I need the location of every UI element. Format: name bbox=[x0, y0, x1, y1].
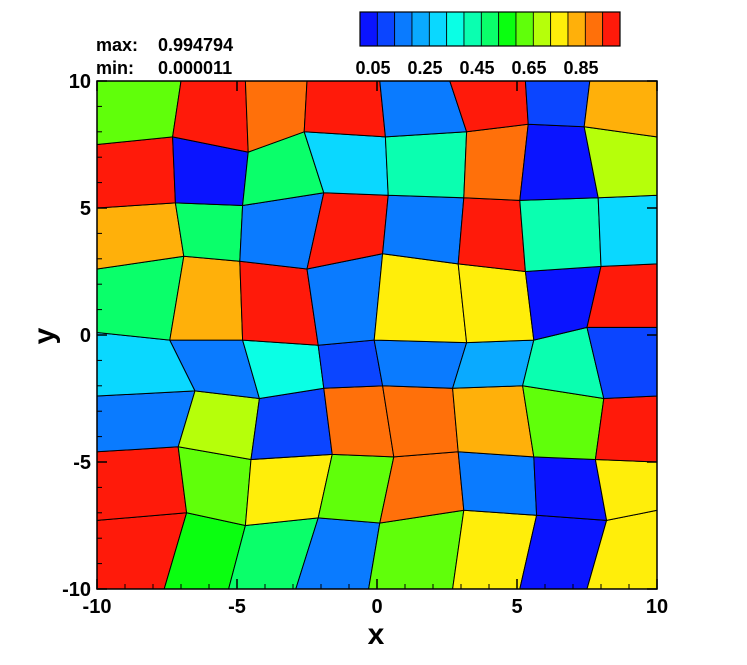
color-legend: 0.05 0.25 0.45 0.65 0.85 bbox=[355, 11, 621, 78]
mesh-cell bbox=[457, 263, 535, 344]
y-tick-label: 0 bbox=[80, 325, 91, 347]
mesh-cell bbox=[96, 136, 176, 209]
x-tick-label: -10 bbox=[83, 596, 112, 618]
mesh-plot bbox=[96, 80, 658, 590]
x-tick-label: 0 bbox=[371, 596, 382, 618]
mesh-cell bbox=[457, 197, 526, 273]
mesh-cell bbox=[96, 80, 182, 146]
legend-swatch bbox=[428, 11, 448, 47]
mesh-cell bbox=[373, 339, 468, 389]
mesh-cell bbox=[96, 255, 185, 341]
mesh-cell bbox=[250, 387, 333, 461]
y-tick-label: -5 bbox=[73, 452, 91, 474]
mesh-cell bbox=[384, 131, 468, 199]
legend-swatch bbox=[584, 11, 604, 47]
mesh-cell bbox=[451, 339, 535, 389]
mesh-cell bbox=[174, 202, 244, 262]
mesh-cell bbox=[382, 194, 465, 265]
mesh-cell bbox=[594, 458, 658, 521]
legend-swatch bbox=[550, 11, 569, 47]
mesh-cell bbox=[382, 385, 459, 458]
legend-tick-label: 0.85 bbox=[563, 58, 598, 78]
x-tick-label: -5 bbox=[228, 596, 246, 618]
legend-swatch bbox=[498, 11, 517, 47]
x-tick-label: 10 bbox=[646, 596, 668, 618]
x-tick-label: 5 bbox=[511, 596, 522, 618]
legend-swatch bbox=[567, 11, 586, 47]
legend-swatch bbox=[602, 11, 621, 47]
legend-swatch bbox=[394, 11, 413, 47]
legend-swatch bbox=[359, 11, 378, 47]
mesh-cell bbox=[452, 385, 535, 458]
mesh-cell bbox=[519, 197, 602, 273]
y-tick-label: 10 bbox=[69, 71, 91, 93]
mesh-cell bbox=[373, 253, 468, 344]
mesh-cell bbox=[306, 253, 384, 346]
mesh-cell bbox=[239, 260, 319, 346]
legend-swatch bbox=[376, 11, 396, 47]
mesh-cell bbox=[583, 80, 658, 138]
legend-tick-label: 0.65 bbox=[511, 58, 546, 78]
legend-swatch bbox=[411, 11, 430, 47]
stats-box: max: 0.994794 min: 0.000011 bbox=[96, 35, 233, 78]
legend-swatch bbox=[446, 11, 465, 47]
mesh-cell bbox=[323, 385, 395, 458]
y-tick-label: 5 bbox=[80, 198, 91, 220]
mesh-cell bbox=[317, 339, 384, 389]
mesh-cell bbox=[594, 395, 658, 463]
mesh-cell bbox=[457, 451, 538, 516]
legend-tick-label: 0.05 bbox=[355, 58, 390, 78]
legend-tick-label: 0.25 bbox=[407, 58, 442, 78]
x-axis-title: x bbox=[368, 618, 385, 651]
legend-swatch bbox=[532, 11, 552, 47]
legend-tick-label: 0.45 bbox=[459, 58, 494, 78]
min-value: 0.000011 bbox=[158, 58, 232, 78]
max-value: 0.994794 bbox=[158, 35, 233, 55]
mesh-cell bbox=[379, 451, 465, 524]
y-tick-label: -10 bbox=[62, 579, 91, 601]
min-label: min: bbox=[96, 58, 134, 78]
max-label: max: bbox=[96, 35, 138, 55]
mesh-cell bbox=[533, 456, 608, 521]
legend-swatch bbox=[515, 11, 534, 47]
mesh-cell bbox=[597, 194, 658, 267]
legend-frame bbox=[359, 11, 621, 47]
mesh-cell bbox=[463, 123, 529, 201]
y-axis-title: y bbox=[28, 327, 61, 344]
legend-swatch bbox=[463, 11, 482, 47]
legend-swatch bbox=[480, 11, 500, 47]
mesh-cell bbox=[524, 80, 591, 128]
mesh-cell bbox=[303, 80, 386, 138]
axes: -10 -5 0 5 10 -10 -5 0 5 10 bbox=[62, 71, 668, 618]
mesh-cell bbox=[96, 446, 188, 521]
mesh-cell bbox=[177, 446, 252, 527]
